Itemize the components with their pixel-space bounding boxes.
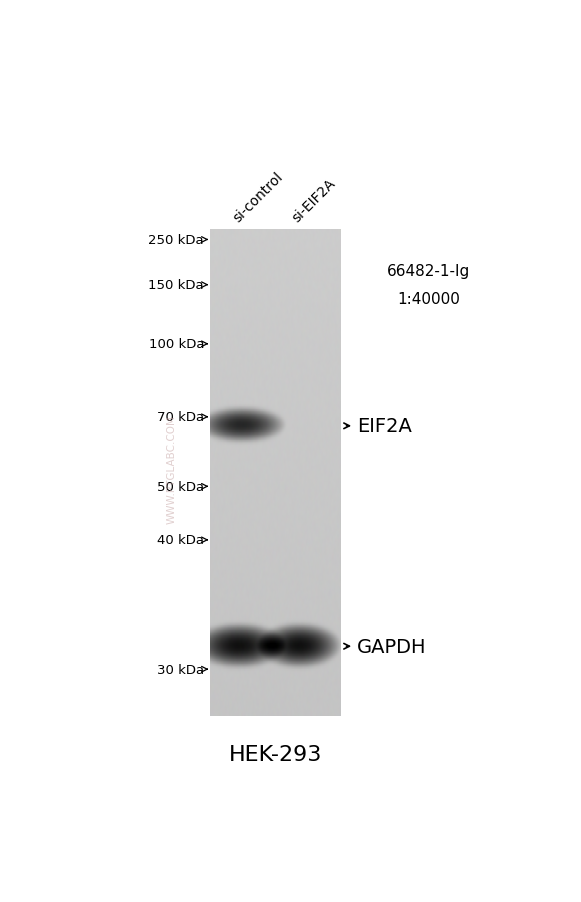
Text: HEK-293: HEK-293 <box>228 744 322 764</box>
Text: 250 kDa: 250 kDa <box>149 234 204 246</box>
Text: WWW.PTGLABC.COM: WWW.PTGLABC.COM <box>167 415 177 524</box>
Text: EIF2A: EIF2A <box>357 417 412 436</box>
Text: 1:40000: 1:40000 <box>397 291 460 307</box>
Text: 66482-1-Ig: 66482-1-Ig <box>387 264 470 279</box>
Text: 30 kDa: 30 kDa <box>157 663 204 676</box>
Text: 50 kDa: 50 kDa <box>157 480 204 493</box>
Text: 150 kDa: 150 kDa <box>149 279 204 292</box>
Text: si-EIF2A: si-EIF2A <box>289 176 338 225</box>
Text: si-control: si-control <box>231 170 286 225</box>
Text: 70 kDa: 70 kDa <box>157 410 204 424</box>
Text: GAPDH: GAPDH <box>357 637 426 656</box>
Text: 40 kDa: 40 kDa <box>157 534 204 547</box>
Text: 100 kDa: 100 kDa <box>149 338 204 351</box>
